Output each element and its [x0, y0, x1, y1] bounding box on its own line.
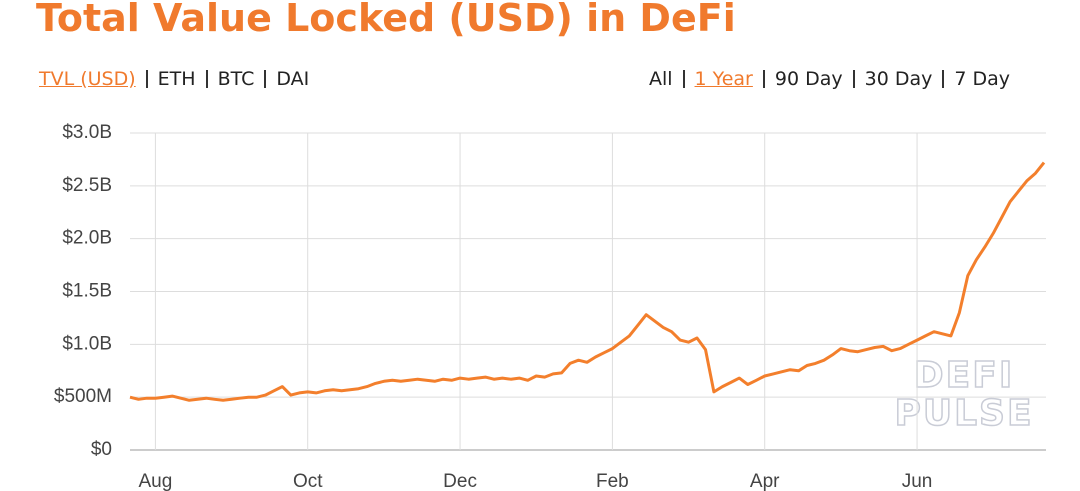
- range-tabs: All 1 Year 90 Day 30 Day 7 Day: [648, 68, 1020, 90]
- watermark: DEFI: [914, 355, 1014, 396]
- tab[interactable]: ETH: [145, 70, 206, 89]
- x-tick-label: Feb: [596, 471, 629, 491]
- page-title: Total Value Locked (USD) in DeFi: [36, 0, 736, 40]
- x-tick-label: Apr: [750, 471, 780, 491]
- tab[interactable]: TVL (USD): [39, 68, 136, 90]
- x-tick-label: Dec: [443, 471, 477, 491]
- metric-tabs: TVL (USD) ETH BTC DAI: [39, 68, 319, 90]
- y-tick-label: $500M: [54, 386, 112, 407]
- x-tick-label: Jun: [902, 471, 933, 491]
- tab[interactable]: All: [648, 68, 673, 90]
- watermark: PULSE: [894, 393, 1033, 434]
- tab[interactable]: 7 Day: [942, 70, 1020, 89]
- y-tick-label: $2.0B: [62, 228, 112, 249]
- tab[interactable]: DAI: [264, 70, 319, 89]
- y-tick-label: $1.5B: [62, 281, 112, 302]
- tab[interactable]: 30 Day: [852, 70, 943, 89]
- y-tick-label: $0: [91, 439, 112, 460]
- tab[interactable]: 90 Day: [762, 70, 853, 89]
- y-tick-label: $1.0B: [62, 333, 112, 354]
- tab[interactable]: 1 Year: [682, 70, 763, 89]
- x-tick-label: Aug: [138, 471, 172, 491]
- data-line: [129, 161, 1046, 402]
- x-tick-label: Oct: [293, 471, 323, 491]
- tab[interactable]: BTC: [205, 70, 265, 89]
- y-tick-label: $3.0B: [62, 122, 112, 143]
- y-tick-label: $2.5B: [62, 175, 112, 196]
